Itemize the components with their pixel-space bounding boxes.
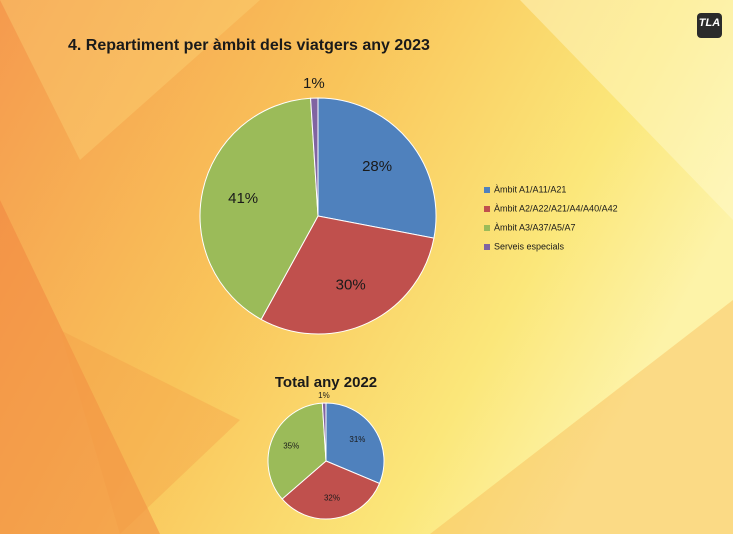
- legend-label: Àmbit A3/A37/A5/A7: [494, 222, 576, 232]
- legend-label: Serveis especials: [494, 241, 565, 251]
- pie-slice: [321, 402, 327, 462]
- legend-swatch: [484, 225, 490, 231]
- pie-slice: [317, 97, 437, 239]
- legend-label: Àmbit A2/A22/A21/A4/A40/A42: [494, 203, 618, 213]
- legend-swatch: [484, 206, 490, 212]
- logo: TLA: [699, 17, 720, 29]
- bg-shape: [430, 300, 733, 534]
- chart-title: Total any 2022: [275, 374, 377, 391]
- data-label: 1%: [318, 391, 330, 400]
- legend-swatch: [484, 187, 490, 193]
- data-label: 1%: [303, 75, 325, 92]
- data-label: 31%: [349, 435, 365, 444]
- pie-slice: [310, 97, 319, 217]
- legend-swatch: [484, 244, 490, 250]
- pie-slice: [325, 402, 385, 485]
- data-label: 32%: [324, 493, 340, 502]
- pie-slice: [260, 215, 435, 335]
- data-label: 41%: [228, 190, 258, 207]
- data-label: 30%: [336, 276, 366, 293]
- pie-slice: [267, 402, 327, 500]
- chart-title: 4. Repartiment per àmbit dels viatgers a…: [68, 37, 430, 54]
- bg-shape: [520, 0, 733, 220]
- bg-shape: [0, 200, 160, 534]
- data-label: 35%: [283, 442, 299, 451]
- bg-shape: [60, 330, 240, 534]
- pie-slice: [199, 97, 319, 321]
- bg-shape: [0, 0, 260, 160]
- logo-box: [697, 13, 722, 38]
- data-label: 28%: [362, 158, 392, 175]
- pie-slice: [281, 460, 381, 520]
- charts: 4. Repartiment per àmbit dels viatgers a…: [68, 37, 618, 520]
- legend-label: Àmbit A1/A11/A21: [494, 184, 566, 194]
